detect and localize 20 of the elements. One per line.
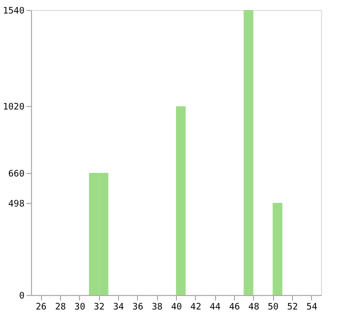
x-tick-label: 48 — [248, 302, 260, 312]
x-tick-label: 54 — [306, 302, 318, 312]
y-tick-label: 1020 — [2, 102, 24, 113]
x-tick-label: 40 — [171, 302, 182, 312]
x-tick-label: 38 — [152, 302, 163, 312]
x-tick-label: 42 — [190, 302, 202, 312]
x-tick-label: 52 — [287, 302, 298, 312]
x-tick-label: 36 — [132, 302, 144, 312]
y-tick-label: 1540 — [2, 6, 24, 16]
y-tick-label: 0 — [19, 292, 24, 302]
x-tick-label: 26 — [36, 302, 47, 312]
y-tick-label: 498 — [8, 199, 24, 210]
x-tick-label: 28 — [55, 302, 66, 312]
x-tick-label: 32 — [94, 302, 105, 312]
x-tick-label: 46 — [229, 302, 240, 312]
x-tick-label: 44 — [210, 302, 221, 312]
x-tick-label: 30 — [74, 302, 86, 312]
x-tick-label: 34 — [113, 302, 124, 312]
x-tick-label: 50 — [268, 302, 279, 312]
y-tick-label: 660 — [8, 169, 24, 180]
